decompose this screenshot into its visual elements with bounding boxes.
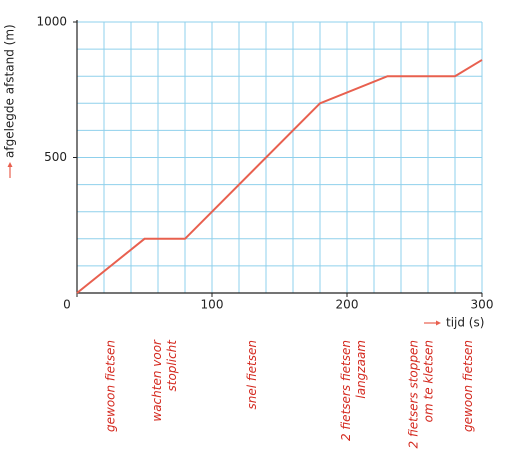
x-tick-label: 200 [336,298,359,312]
annotation: snel fietsen [245,340,259,409]
y-tick-label: 1000 [36,15,67,29]
x-tick-label: 300 [471,298,494,312]
data-line [76,59,483,294]
annotation: 2 fietsers fietsen [339,340,353,441]
y-tick-label: 500 [44,150,67,164]
annotation: wachten voor [150,339,164,422]
x-tick-label: 0 [63,298,71,312]
x-tick-label: 100 [201,298,224,312]
annotation: stoplicht [165,339,179,392]
x-label-arrowhead [436,320,441,326]
annotation: om te kletsen [421,340,435,422]
x-label: tijd (s) [446,316,484,330]
annotation: gewoon fietsen [103,340,117,432]
annotation: 2 fietsers stoppen [406,340,420,448]
y-label-arrowhead [7,162,13,167]
y-label: afgelegde afstand (m) [3,24,17,158]
annotation: gewoon fietsen [461,340,475,432]
annotation: langzaam [354,340,368,399]
